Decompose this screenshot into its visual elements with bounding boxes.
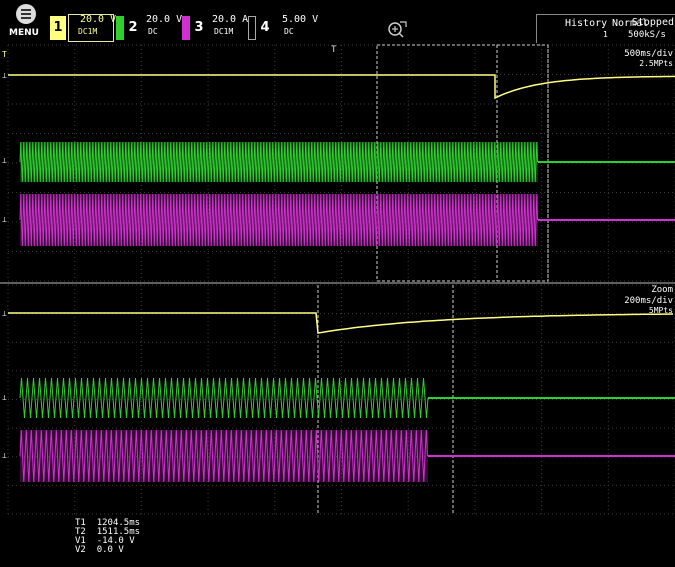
readout-value: 0.0 V xyxy=(96,545,124,555)
ch2-zoom-trace xyxy=(19,377,429,419)
zoom-label: Zoom xyxy=(651,285,673,295)
main-record-length: 2.5MPts xyxy=(639,59,673,68)
cursor-readout-t2: T2 1511.5ms xyxy=(75,528,140,537)
readout-label: V1 xyxy=(75,536,86,546)
channel-4-number: 4 xyxy=(260,20,270,35)
sample-rate: 500kS/s xyxy=(628,30,666,40)
cursor-readouts: T1 1204.5ms T2 1511.5ms V1 -14.0 V V2 0.… xyxy=(75,519,140,555)
ch2-main-trace xyxy=(19,141,538,183)
cursor-readout-v1: V1 -14.0 V xyxy=(75,537,140,546)
history-panel: Stopped xyxy=(536,14,675,43)
ch2-level-marker: ⊥ xyxy=(2,156,7,165)
history-index: 1 xyxy=(603,30,608,39)
acquisition-status: Stopped xyxy=(631,17,674,28)
zoom-record-length: 5MPts xyxy=(649,306,673,315)
channel-4-coupling: DC xyxy=(284,27,294,36)
readout-value: -14.0 V xyxy=(96,536,135,546)
channel-4-settings[interactable]: 4 5.00 V DC xyxy=(248,14,318,42)
cursor-readout-v2: V2 0.0 V xyxy=(75,546,140,555)
channel-3-scale: 20.0 A xyxy=(212,14,249,25)
readout-value: 1204.5ms xyxy=(96,518,141,528)
channel-3-coupling: DC1M xyxy=(214,27,234,36)
channel-4-color-swatch xyxy=(248,16,256,40)
ch3-main-trace xyxy=(19,193,538,247)
ch3-zoom-level-marker: ⊥ xyxy=(2,451,7,460)
channel-1-coupling: DC1M xyxy=(78,27,98,36)
menu-lines-icon xyxy=(21,9,31,19)
ch1-level-marker: ⊥ xyxy=(2,71,7,80)
main-timebase: 500ms/div xyxy=(624,49,673,59)
ch1-zoom-level-marker: ⊥ xyxy=(2,309,7,318)
readout-label: T2 xyxy=(75,527,86,537)
acquisition-mode[interactable]: Normal xyxy=(612,18,649,29)
cursor-readout-t1: T1 1204.5ms xyxy=(75,519,140,528)
channel-3-settings[interactable]: 3 20.0 A DC1M xyxy=(182,14,248,42)
channel-2-scale: 20.0 V xyxy=(146,14,183,25)
channel-1-number: 1 xyxy=(50,16,66,40)
channel-4-scale: 5.00 V xyxy=(282,14,319,25)
level-markers: ⊥ ⊥ ⊥ ⊥ ⊥ ⊥ T xyxy=(2,50,7,460)
ch2-zoom-level-marker: ⊥ xyxy=(2,393,7,402)
ch1-zoom-trace xyxy=(8,312,674,334)
readout-label: T1 xyxy=(75,518,86,528)
ch1-main-trace xyxy=(8,74,675,100)
channel-3-color-swatch xyxy=(182,16,190,40)
readout-label: V2 xyxy=(75,545,86,555)
ch3-zoom-trace xyxy=(19,429,428,483)
trigger-level-marker: T xyxy=(2,50,7,59)
channel-1-settings[interactable]: 1 20.0 V DC1M xyxy=(50,14,116,42)
channel-3-number: 3 xyxy=(194,20,204,35)
readout-value: 1511.5ms xyxy=(96,527,141,537)
top-toolbar: MENU 1 20.0 V DC1M 2 20.0 V DC 3 20.0 A … xyxy=(0,0,675,46)
history-button[interactable]: History xyxy=(565,18,608,29)
channel-2-number: 2 xyxy=(128,20,138,35)
menu-label: MENU xyxy=(9,28,39,38)
trigger-position-marker: T xyxy=(331,45,337,55)
channel-1-scale: 20.0 V xyxy=(80,14,117,25)
waveform-traces xyxy=(8,74,675,483)
channel-2-color-swatch xyxy=(116,16,124,40)
channel-2-settings[interactable]: 2 20.0 V DC xyxy=(116,14,182,42)
menu-button[interactable]: MENU xyxy=(6,4,44,44)
zoom-timebase: 200ms/div xyxy=(624,296,673,306)
ch3-level-marker: ⊥ xyxy=(2,215,7,224)
zoom-search-icon[interactable] xyxy=(386,18,410,40)
channel-1-frame xyxy=(68,14,114,42)
channel-2-coupling: DC xyxy=(148,27,158,36)
